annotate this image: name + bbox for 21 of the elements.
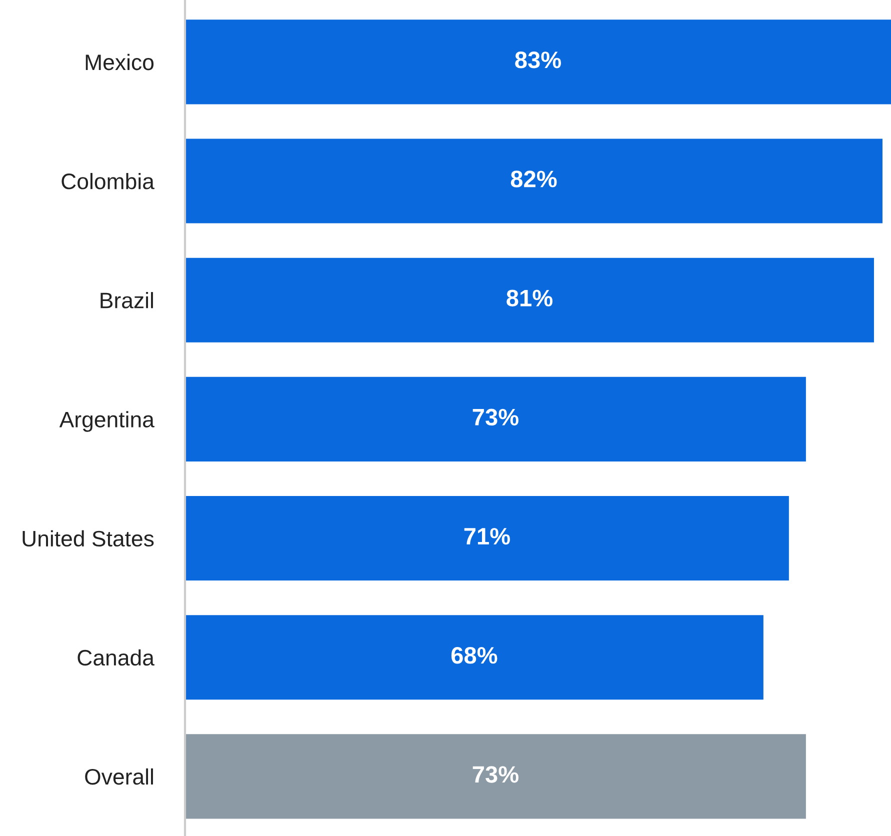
bar [185,615,764,700]
bar [185,496,789,581]
y-tick-label: Brazil [100,292,153,308]
data-label: 68% [451,646,498,664]
y-tick-label: Overall [85,768,153,785]
data-label: 82% [510,170,557,188]
bar [185,138,882,224]
data-label: 73% [472,766,518,783]
data-label: 83% [515,52,562,68]
y-tick-label: Mexico [86,54,154,70]
bar [185,376,806,462]
y-tick-label: United States [22,530,154,547]
y-tick-label: Colombia [62,172,154,190]
bar [185,20,891,104]
data-label: 81% [506,290,552,306]
data-label: 73% [472,408,518,426]
data-label: 71% [464,528,510,545]
y-tick-label: Argentina [59,411,154,432]
bar [185,258,874,342]
y-tick-label: Canada [78,649,154,666]
bar [185,734,806,819]
